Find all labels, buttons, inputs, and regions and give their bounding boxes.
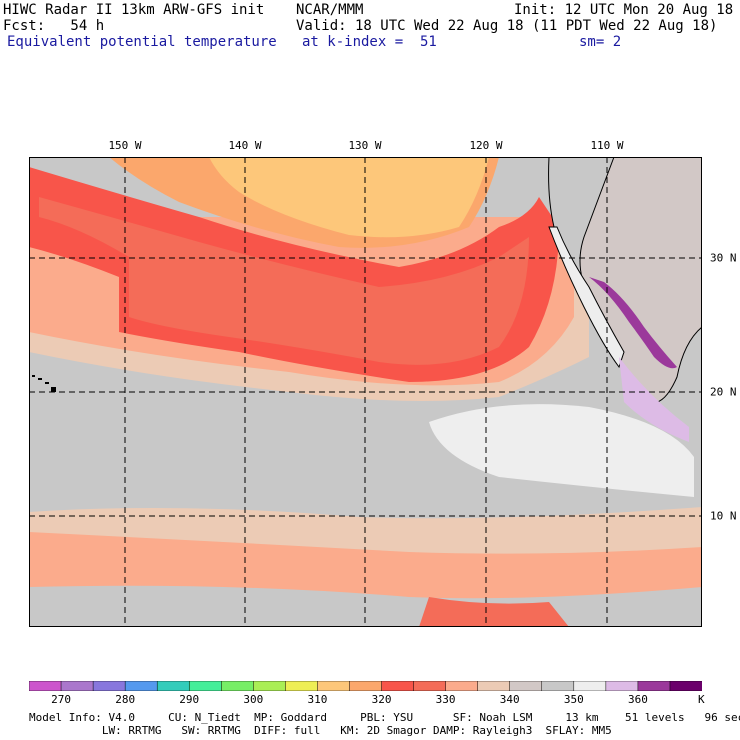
band-red-core (39, 197, 529, 365)
island-maui (45, 382, 49, 384)
colorbar-swatch (605, 681, 639, 691)
institution-label: NCAR/MMM (296, 2, 364, 18)
forecast-hour: Fcst: 54 h (3, 18, 105, 34)
colorbar-swatch (317, 681, 351, 691)
hawaii-islands (32, 375, 56, 392)
colorbar-tick-label: 340 (499, 693, 520, 706)
band-south-deep (419, 597, 569, 627)
model-info-line2: LW: RRTMG SW: RRTMG DIFF: full KM: 2D Sm… (29, 724, 612, 737)
level-index: at k-index = 51 (302, 34, 437, 50)
colorbar-swatch (253, 681, 287, 691)
colorbar-tick-label: 310 (307, 693, 328, 706)
colorbar-swatch (509, 681, 543, 691)
colorbar-tick-label: 350 (563, 693, 584, 706)
island-kauai (32, 375, 35, 377)
colorbar-swatch (541, 681, 575, 691)
colorbar-tick-label: 360 (627, 693, 648, 706)
colorbar (29, 681, 702, 691)
lat-label-10n: 10 N (710, 509, 737, 523)
colorbar-swatch (445, 681, 479, 691)
lon-label-110w: 110 W (590, 139, 624, 152)
lon-label-150w: 150 W (108, 139, 142, 152)
colorbar-unit: K (698, 693, 705, 706)
valid-time: Valid: 18 UTC Wed 22 Aug 18 (11 PDT Wed … (296, 18, 718, 34)
lon-label-120w: 120 W (469, 139, 503, 152)
map-frame (29, 157, 702, 627)
colorbar-swatch (573, 681, 607, 691)
smoothing-label: sm= 2 (579, 34, 622, 50)
island-big-island (51, 387, 56, 392)
colorbar-swatch (477, 681, 511, 691)
colorbar-swatch (60, 681, 94, 691)
lat-label-30n: 30 N (710, 251, 737, 265)
colorbar-tick-label: 280 (115, 693, 136, 706)
colorbar-swatch (381, 681, 415, 691)
colorbar-tick-label: 320 (371, 693, 392, 706)
colorbar-swatch (221, 681, 255, 691)
colorbar-tick-label: 270 (51, 693, 71, 706)
model-info-line1: Model Info: V4.0 CU: N_Tiedt MP: Goddard… (29, 711, 740, 724)
lon-label-130w: 130 W (348, 139, 382, 152)
field-name: Equivalent potential temperature (7, 34, 277, 50)
colorbar-swatch (285, 681, 319, 691)
lon-label-140w: 140 W (228, 139, 262, 152)
colorbar-swatch (637, 681, 671, 691)
colorbar-swatch (669, 681, 702, 691)
init-time: Init: 12 UTC Mon 20 Aug 18 (514, 2, 734, 18)
island-oahu (38, 378, 42, 380)
colorbar-swatch (92, 681, 126, 691)
colorbar-tick-label: 330 (435, 693, 456, 706)
plot-title: HIWC Radar II 13km ARW-GFS init (3, 2, 265, 18)
colorbar-tick-label: 290 (179, 693, 200, 706)
colorbar-swatch (413, 681, 447, 691)
tropical-white (429, 404, 694, 497)
theta-e-map (29, 157, 702, 627)
colorbar-swatch (156, 681, 190, 691)
sonora-high-theta-e (589, 277, 677, 369)
colorbar-swatch (29, 681, 62, 691)
gulf-lavender (619, 357, 689, 442)
baja-peninsula (548, 226, 625, 369)
colorbar-swatch (188, 681, 223, 691)
colorbar-tick-label: 300 (243, 693, 264, 706)
colorbar-swatch (124, 681, 158, 691)
lat-label-20n: 20 N (710, 385, 737, 399)
band-yellow (209, 157, 489, 238)
colorbar-swatch (349, 681, 383, 691)
